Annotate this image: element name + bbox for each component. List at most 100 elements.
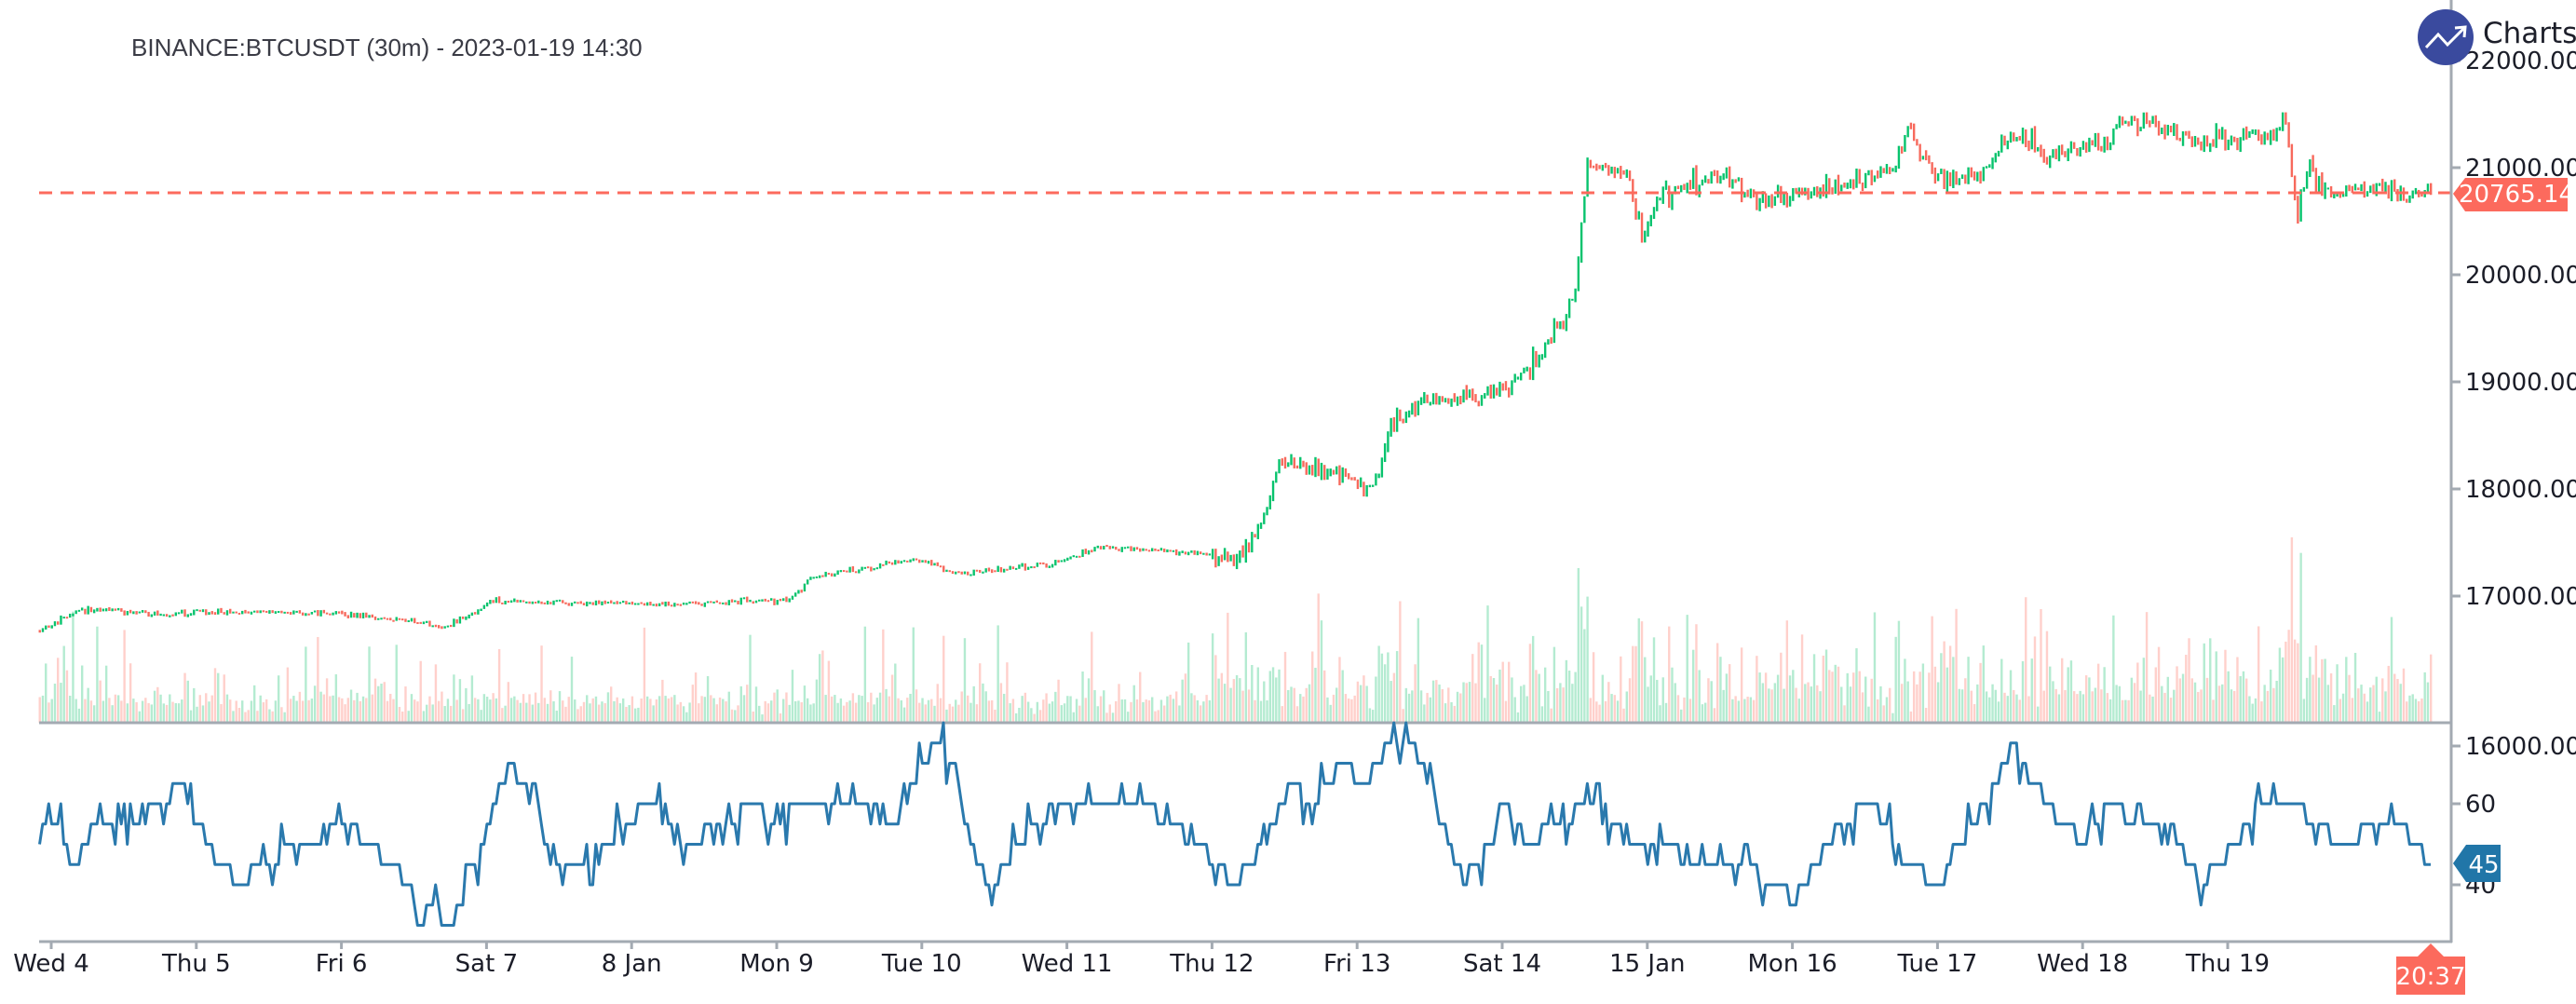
candle bbox=[1958, 178, 1961, 185]
candle bbox=[1513, 373, 1516, 383]
candle bbox=[830, 573, 834, 577]
candle bbox=[1783, 191, 1785, 206]
volume-bar bbox=[60, 683, 62, 723]
volume-bar bbox=[1831, 672, 1834, 723]
candle bbox=[2302, 186, 2306, 192]
volume-bar bbox=[2285, 641, 2287, 723]
volume-bar bbox=[1081, 672, 1084, 723]
volume-bar bbox=[1363, 675, 1365, 723]
candle bbox=[734, 600, 737, 603]
candle bbox=[96, 607, 99, 612]
candle bbox=[972, 569, 975, 577]
volume-bar bbox=[156, 686, 159, 723]
candle bbox=[223, 612, 225, 615]
candle bbox=[730, 599, 734, 603]
candle bbox=[1045, 563, 1048, 568]
volume-bar bbox=[174, 703, 177, 723]
candle bbox=[1251, 532, 1254, 553]
volume-bar bbox=[1462, 682, 1465, 723]
volume-bar bbox=[994, 709, 997, 723]
volume-bar bbox=[800, 702, 803, 723]
volume-bar bbox=[47, 702, 50, 723]
volume-bar bbox=[706, 676, 710, 723]
rsi-tick-label: 60 bbox=[2465, 791, 2496, 819]
candle bbox=[1290, 454, 1293, 466]
volume-bar bbox=[2290, 536, 2294, 723]
volume-bar bbox=[513, 696, 516, 723]
volume-bar bbox=[764, 700, 766, 723]
candle bbox=[422, 621, 426, 625]
volume-bar bbox=[1320, 620, 1323, 723]
candle bbox=[470, 612, 474, 617]
candle bbox=[2351, 185, 2353, 194]
volume-bar bbox=[586, 695, 589, 723]
volume-bar bbox=[1247, 689, 1251, 723]
volume-bar bbox=[725, 701, 727, 723]
volume-bar bbox=[344, 704, 346, 723]
candle bbox=[1024, 563, 1027, 571]
volume-bar bbox=[497, 648, 501, 723]
volume-bar bbox=[337, 697, 341, 723]
volume-layer bbox=[38, 536, 2433, 723]
volume-bar bbox=[1567, 671, 1571, 723]
candles-layer bbox=[38, 112, 2433, 633]
volume-bar bbox=[1402, 709, 1404, 723]
candle bbox=[649, 602, 652, 606]
volume-bar bbox=[1268, 671, 1271, 723]
candle bbox=[2176, 124, 2178, 141]
candle bbox=[1371, 484, 1375, 487]
volume-bar bbox=[1356, 681, 1360, 723]
candle bbox=[1828, 178, 1831, 195]
volume-bar bbox=[455, 699, 458, 723]
candle bbox=[1761, 191, 1765, 203]
candle bbox=[1649, 214, 1652, 227]
candle bbox=[1985, 166, 1988, 169]
volume-bar bbox=[894, 663, 897, 723]
candle bbox=[1731, 179, 1734, 189]
candle bbox=[2084, 142, 2088, 153]
candle bbox=[1668, 185, 1671, 209]
candle bbox=[978, 569, 982, 573]
volume-bar bbox=[346, 698, 350, 723]
volume-bar bbox=[437, 700, 441, 723]
volume-bar bbox=[1946, 667, 1949, 723]
volume-bar bbox=[465, 687, 468, 723]
volume-bar bbox=[1773, 683, 1777, 723]
volume-bar bbox=[540, 645, 543, 723]
candle bbox=[1326, 468, 1329, 480]
candle bbox=[2212, 139, 2215, 147]
volume-bar bbox=[1574, 672, 1577, 723]
volume-bar bbox=[1601, 674, 1605, 723]
candle bbox=[525, 601, 528, 604]
candle bbox=[75, 610, 77, 615]
candle bbox=[1792, 187, 1795, 201]
volume-bar bbox=[531, 704, 535, 723]
volume-bar bbox=[1822, 655, 1824, 723]
candle bbox=[1824, 173, 1828, 198]
brand-logo[interactable] bbox=[2418, 9, 2474, 65]
volume-bar bbox=[1217, 678, 1220, 723]
volume-bar bbox=[1852, 672, 1855, 723]
volume-bar bbox=[842, 705, 846, 723]
volume-bar bbox=[1271, 667, 1275, 723]
candle bbox=[1009, 565, 1011, 570]
volume-bar bbox=[1435, 680, 1438, 723]
volume-bar bbox=[383, 682, 386, 723]
volume-bar bbox=[1042, 699, 1045, 723]
volume-bar bbox=[830, 696, 834, 723]
volume-bar bbox=[737, 705, 739, 723]
price-tick-label: 22000.00 bbox=[2465, 47, 2576, 75]
volume-bar bbox=[851, 693, 855, 723]
volume-bar bbox=[1014, 712, 1018, 723]
candle bbox=[945, 569, 948, 572]
volume-bar bbox=[912, 627, 915, 723]
candle bbox=[1130, 546, 1132, 551]
volume-bar bbox=[1994, 689, 1997, 723]
volume-bar bbox=[2227, 671, 2230, 723]
volume-bar bbox=[1214, 655, 1217, 723]
volume-bar bbox=[186, 680, 189, 723]
volume-bar bbox=[875, 698, 879, 723]
volume-bar bbox=[183, 672, 186, 723]
candle bbox=[1498, 381, 1501, 398]
